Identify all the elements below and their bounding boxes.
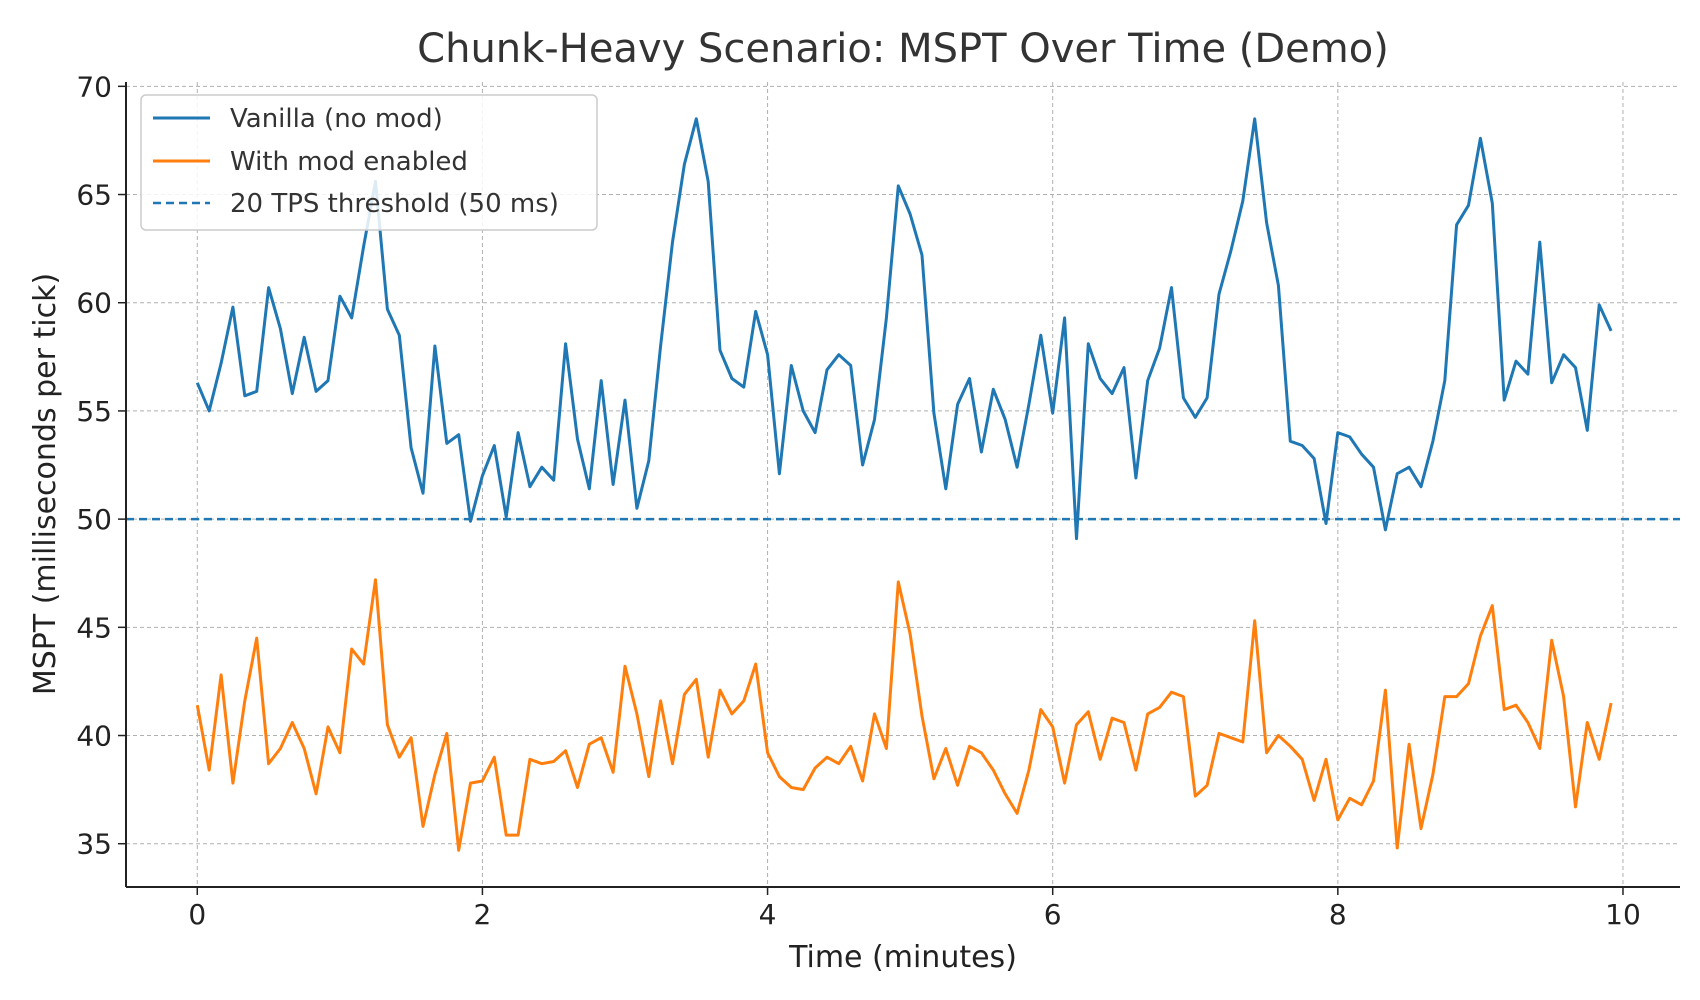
y-tick-label: 45 bbox=[76, 611, 112, 644]
legend-label-vanilla: Vanilla (no mod) bbox=[230, 104, 443, 134]
x-tick-label: 0 bbox=[188, 898, 206, 931]
y-tick-label: 40 bbox=[76, 720, 112, 753]
x-ticks: 0 2 4 6 8 10 bbox=[188, 887, 1641, 931]
y-tick-label: 65 bbox=[76, 179, 112, 212]
axes bbox=[125, 82, 1680, 888]
y-tick-label: 35 bbox=[76, 828, 112, 861]
x-tick-label: 8 bbox=[1329, 898, 1347, 931]
y-tick-label: 70 bbox=[76, 70, 112, 103]
legend-box bbox=[140, 94, 598, 231]
x-tick-label: 10 bbox=[1605, 898, 1641, 931]
legend-label-mod: With mod enabled bbox=[230, 147, 468, 177]
y-ticks: 35 40 45 50 55 60 65 70 bbox=[76, 70, 126, 861]
y-tick-label: 60 bbox=[76, 287, 112, 320]
series-line-mod bbox=[195, 578, 1613, 852]
x-tick-label: 4 bbox=[759, 898, 777, 931]
y-tick-label: 55 bbox=[76, 395, 112, 428]
x-tick-label: 6 bbox=[1044, 898, 1062, 931]
series-layer bbox=[195, 117, 1613, 852]
y-tick-label: 50 bbox=[76, 503, 112, 536]
y-axis-label: MSPT (milliseconds per tick) bbox=[28, 273, 63, 695]
x-axis-label: Time (minutes) bbox=[788, 940, 1017, 975]
series-line-vanilla bbox=[195, 117, 1613, 541]
legend: Vanilla (no mod) With mod enabled 20 TPS… bbox=[140, 94, 598, 231]
chart-title: Chunk-Heavy Scenario: MSPT Over Time (De… bbox=[417, 26, 1389, 72]
legend-label-threshold: 20 TPS threshold (50 ms) bbox=[230, 189, 559, 219]
x-tick-label: 2 bbox=[474, 898, 492, 931]
